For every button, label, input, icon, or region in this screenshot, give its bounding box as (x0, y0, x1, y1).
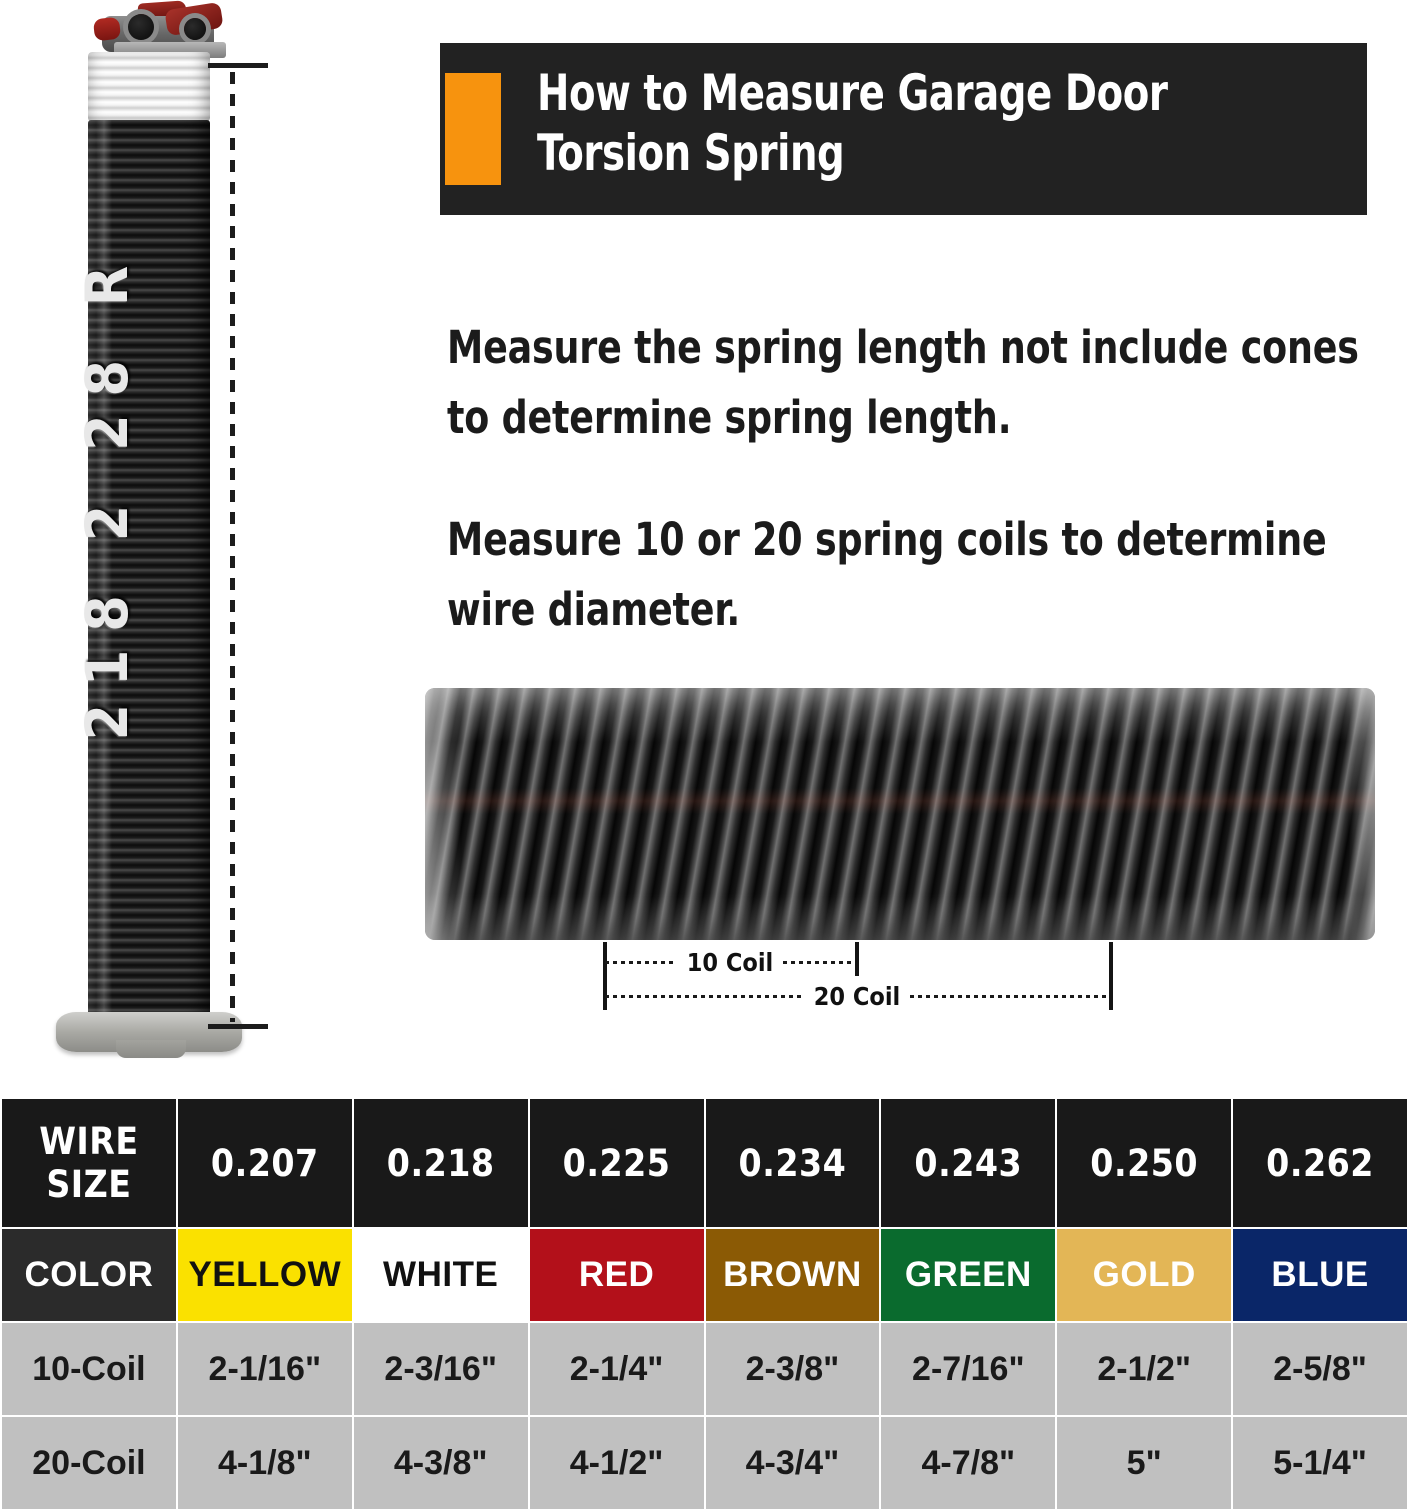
leader-line-right (910, 994, 1109, 998)
page-title: How to Measure Garage Door Torsion Sprin… (537, 64, 1168, 182)
cone-red-left (92, 16, 122, 42)
cone-set-hole-a (128, 14, 154, 40)
title-banner: How to Measure Garage Door Torsion Sprin… (440, 43, 1367, 215)
ten-coil-value-6: 2-5/8" (1231, 1321, 1409, 1417)
coil-bottom-highlight (425, 894, 1375, 940)
coil-dimension-callouts: 10 Coil 20 Coil (425, 938, 1375, 1028)
instruction-paragraph-2: Measure 10 or 20 spring coils to determi… (447, 513, 1327, 636)
color-swatch-red: RED (527, 1227, 706, 1323)
coil-left-edge (425, 688, 461, 940)
wire-size-value-3: 0.234 (703, 1097, 882, 1229)
leader-line-left (605, 994, 804, 998)
table-row-twenty-coil: 20-Coil 4-1/8" 4-3/8" 4-1/2" 4-3/4" 4-7/8" 5" 5… (0, 1415, 1409, 1511)
spring-stamp-text: 218 2 28 R (73, 247, 141, 741)
wire-size-value-4: 0.243 (879, 1097, 1058, 1229)
ten-coil-value-1: 2-3/16" (351, 1321, 530, 1417)
ten-coil-dimension: 10 Coil (605, 947, 855, 977)
table-header-label: WIRE SIZE (0, 1097, 178, 1229)
color-swatch-blue: BLUE (1231, 1227, 1409, 1323)
twenty-coil-value-4: 4-7/8" (879, 1415, 1058, 1511)
table-row-wire-size: WIRE SIZE 0.207 0.218 0.225 0.234 0.243 0.250 0… (0, 1097, 1409, 1229)
ten-coil-value-2: 2-1/4" (527, 1321, 706, 1417)
color-swatch-brown: BROWN (703, 1227, 882, 1323)
twenty-coil-label: 20 Coil (813, 981, 901, 1011)
ten-coil-label: 10 Coil (686, 947, 774, 977)
instruction-paragraph-1: Measure the spring length not include co… (447, 321, 1359, 444)
twenty-coil-value-3: 4-3/4" (703, 1415, 882, 1511)
color-swatch-white: WHITE (351, 1227, 530, 1323)
wire-size-value-1: 0.218 (351, 1097, 530, 1229)
dim-tick-mid (855, 942, 859, 976)
measure-tick-top (208, 63, 268, 68)
horizontal-coil-photo (425, 688, 1375, 940)
orange-accent-bar (445, 73, 501, 185)
coil-top-highlight (425, 688, 1375, 742)
spring-light-coil-section (88, 52, 210, 122)
measure-tick-bottom (208, 1024, 268, 1029)
leader-line-right (783, 960, 855, 964)
dim-tick-right (1109, 942, 1113, 1010)
twenty-coil-row-label: 20-Coil (0, 1415, 178, 1511)
table-row-color: COLOR YELLOW WHITE RED BROWN GREEN GOLD BLUE (0, 1227, 1409, 1323)
leader-line-left (605, 960, 677, 964)
ten-coil-value-5: 2-1/2" (1055, 1321, 1234, 1417)
ten-coil-row-label: 10-Coil (0, 1321, 178, 1417)
coil-right-edge (1349, 688, 1375, 940)
twenty-coil-value-2: 4-1/2" (527, 1415, 706, 1511)
wire-size-value-0: 0.207 (175, 1097, 354, 1229)
winding-cone (88, 0, 228, 58)
measure-dotted-line (230, 72, 235, 1022)
twenty-coil-value-5: 5" (1055, 1415, 1234, 1511)
wire-size-value-2: 0.225 (527, 1097, 706, 1229)
ten-coil-value-0: 2-1/16" (175, 1321, 354, 1417)
coil-mid-highlight (425, 788, 1375, 814)
wire-size-spec-table: WIRE SIZE 0.207 0.218 0.225 0.234 0.243 0.250 0… (0, 1097, 1409, 1511)
twenty-coil-dimension: 20 Coil (605, 981, 1109, 1011)
dim-tick-left (603, 942, 607, 1010)
ten-coil-value-3: 2-3/8" (703, 1321, 882, 1417)
twenty-coil-value-6: 5-1/4" (1231, 1415, 1409, 1511)
vertical-spring-photo: 218 2 28 R (52, 0, 282, 1075)
spring-black-coil-body (88, 120, 210, 1020)
twenty-coil-value-1: 4-3/8" (351, 1415, 530, 1511)
ten-coil-value-4: 2-7/16" (879, 1321, 1058, 1417)
twenty-coil-value-0: 4-1/8" (175, 1415, 354, 1511)
wire-size-value-6: 0.262 (1231, 1097, 1409, 1229)
color-row-label: COLOR (0, 1227, 178, 1323)
table-row-ten-coil: 10-Coil 2-1/16" 2-3/16" 2-1/4" 2-3/8" 2-7/16"… (0, 1321, 1409, 1417)
wire-size-value-5: 0.250 (1055, 1097, 1234, 1229)
color-swatch-green: GREEN (879, 1227, 1058, 1323)
spring-length-measure-line (200, 0, 290, 1075)
spring-mounting-plate (56, 1012, 242, 1058)
color-swatch-gold: GOLD (1055, 1227, 1234, 1323)
color-swatch-yellow: YELLOW (175, 1227, 354, 1323)
